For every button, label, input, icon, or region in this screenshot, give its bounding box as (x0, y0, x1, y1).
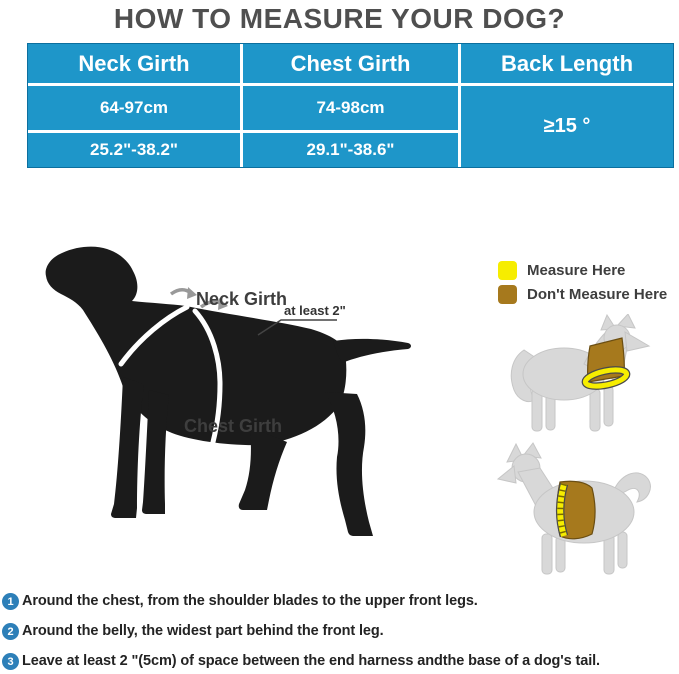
neck-girth-imperial: 25.2"-38.2" (28, 133, 240, 167)
chest-girth-header: Chest Girth (243, 44, 458, 83)
instruction-item-2: 2 Around the belly, the widest part behi… (2, 623, 679, 640)
instructions-list: 1 Around the chest, from the shoulder bl… (2, 593, 679, 674)
neck-measure-dog-illustration (510, 314, 651, 432)
page-title: HOW TO MEASURE YOUR DOG? (113, 3, 566, 34)
measure-belly-band (556, 482, 569, 538)
step-1-badge: 1 (2, 593, 19, 610)
instruction-text-2: Around the belly, the widest part behind… (22, 623, 384, 639)
back-length-header: Back Length (461, 44, 673, 83)
belly-measure-dog-illustration (496, 442, 651, 575)
step-3-badge: 3 (2, 653, 19, 670)
chest-girth-metric: 74-98cm (243, 86, 458, 130)
instruction-text-1: Around the chest, from the shoulder blad… (22, 593, 478, 609)
neck-girth-header: Neck Girth (28, 44, 240, 83)
instruction-item-1: 1 Around the chest, from the shoulder bl… (2, 593, 679, 610)
dont-measure-here-label: Don't Measure Here (527, 286, 668, 303)
step-2-badge: 2 (2, 623, 19, 640)
clearance-label: at least 2" (284, 303, 346, 318)
chest-girth-label: Chest Girth (184, 416, 283, 436)
instruction-item-3: 3 Leave at least 2 "(5cm) of space betwe… (2, 653, 679, 670)
clearance-pointer-line (257, 319, 337, 336)
back-length-angle: ≥15 ° (461, 86, 673, 167)
measure-arrow-icons (169, 287, 228, 310)
legend-row-dont-measure: Don't Measure Here (498, 285, 667, 304)
legend-row-measure: Measure Here (498, 261, 667, 280)
measure-here-swatch-icon (498, 261, 517, 280)
dont-measure-here-swatch-icon (498, 285, 517, 304)
dog-harness-diagram-illustration (45, 246, 411, 536)
chest-girth-imperial: 29.1"-38.6" (243, 133, 458, 167)
instruction-text-3: Leave at least 2 "(5cm) of space between… (22, 653, 600, 669)
size-table: Neck Girth Chest Girth Back Length 64-97… (27, 43, 674, 168)
measure-neck-band (581, 366, 631, 390)
neck-girth-label: Neck Girth (196, 289, 288, 309)
neck-girth-metric: 64-97cm (28, 86, 240, 130)
measure-here-label: Measure Here (527, 262, 626, 279)
legend: Measure Here Don't Measure Here (498, 261, 667, 309)
harness-straps (118, 304, 223, 445)
